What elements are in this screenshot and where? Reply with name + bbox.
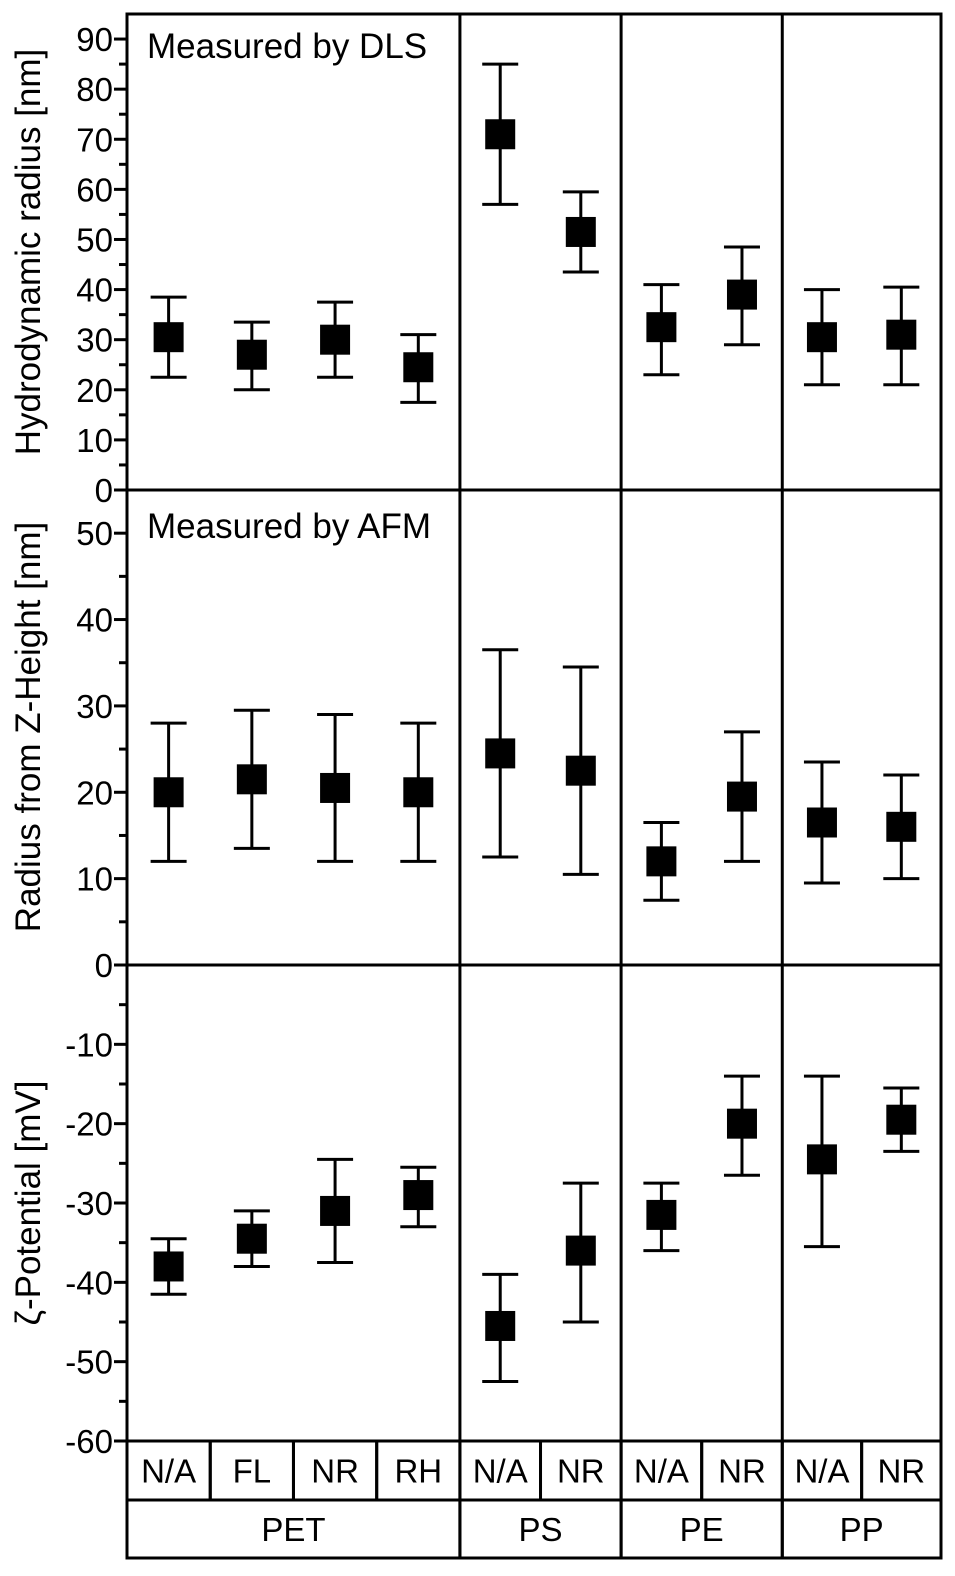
panel-annotation-dls: Measured by DLS — [147, 27, 427, 66]
x-tick-label: N/A — [794, 1453, 849, 1490]
x-tick-label: N/A — [634, 1453, 689, 1490]
y-tick-label: 30 — [76, 322, 113, 359]
data-point-marker — [646, 1199, 677, 1230]
y-axis-title-afm: Radius from Z-Height [nm] — [9, 522, 48, 932]
y-tick-label: 10 — [76, 861, 113, 898]
y-tick-label: -30 — [65, 1185, 113, 1222]
panel-border — [125, 12, 943, 492]
data-point-marker — [726, 279, 757, 310]
x-group-cell — [780, 1498, 943, 1560]
panel-border — [125, 963, 943, 1443]
y-tick-label: -60 — [65, 1423, 113, 1460]
y-tick-label: 0 — [95, 947, 113, 984]
x-group-label: PE — [680, 1511, 724, 1548]
x-tick-label: NR — [311, 1453, 359, 1490]
y-tick-label: 30 — [76, 688, 113, 725]
y-axis-title-dls: Hydrodynamic radius [nm] — [9, 49, 48, 456]
y-tick-label: 50 — [76, 515, 113, 552]
data-point-marker — [153, 1251, 184, 1282]
data-point-marker — [726, 781, 757, 812]
y-tick-label: 50 — [76, 221, 113, 258]
data-point-marker — [886, 1104, 917, 1135]
data-point-marker — [403, 1180, 434, 1211]
data-point-marker — [403, 777, 434, 808]
y-tick-label: -40 — [65, 1264, 113, 1301]
data-point-marker — [726, 1108, 757, 1139]
x-tick-label: NR — [877, 1453, 925, 1490]
y-axis-title-zeta: ζ-Potential [mV] — [9, 1081, 48, 1326]
data-point-marker — [565, 755, 596, 786]
data-point-marker — [320, 324, 351, 355]
y-tick-label: 60 — [76, 171, 113, 208]
y-tick-label: 20 — [76, 774, 113, 811]
data-point-marker — [403, 352, 434, 383]
y-tick-label: 40 — [76, 602, 113, 639]
data-point-marker — [153, 777, 184, 808]
x-tick-label: RH — [394, 1453, 442, 1490]
data-point-marker — [806, 322, 837, 353]
data-point-marker — [565, 216, 596, 247]
x-tick-label: NR — [718, 1453, 766, 1490]
data-point-marker — [485, 119, 516, 150]
data-point-marker — [320, 772, 351, 803]
y-tick-label: 70 — [76, 121, 113, 158]
data-point-marker — [646, 312, 677, 343]
data-point-marker — [485, 738, 516, 769]
y-tick-label: -50 — [65, 1344, 113, 1381]
y-tick-label: 20 — [76, 372, 113, 409]
y-tick-label: -20 — [65, 1106, 113, 1143]
data-point-marker — [886, 811, 917, 842]
y-tick-label: 10 — [76, 422, 113, 459]
x-group-label: PP — [840, 1511, 884, 1548]
data-point-marker — [565, 1235, 596, 1266]
data-point-marker — [320, 1195, 351, 1226]
data-point-marker — [236, 764, 267, 795]
y-tick-label: 90 — [76, 21, 113, 58]
data-point-marker — [646, 846, 677, 877]
y-tick-label: -10 — [65, 1026, 113, 1063]
data-point-marker — [886, 319, 917, 350]
x-tick-label: N/A — [473, 1453, 528, 1490]
panel-annotation-afm: Measured by AFM — [147, 507, 431, 546]
data-point-marker — [236, 339, 267, 370]
y-tick-label: 40 — [76, 272, 113, 309]
data-point-marker — [153, 322, 184, 353]
x-group-label: PS — [518, 1511, 562, 1548]
x-group-label: PET — [261, 1511, 325, 1548]
data-point-marker — [485, 1310, 516, 1341]
data-point-marker — [806, 807, 837, 838]
y-tick-label: 80 — [76, 71, 113, 108]
data-point-marker — [236, 1223, 267, 1254]
x-tick-label: NR — [557, 1453, 605, 1490]
x-tick-label: N/A — [141, 1453, 196, 1490]
y-tick-label: 0 — [95, 472, 113, 509]
x-tick-label: FL — [233, 1453, 272, 1490]
panel-border — [125, 488, 943, 967]
data-point-marker — [806, 1144, 837, 1175]
